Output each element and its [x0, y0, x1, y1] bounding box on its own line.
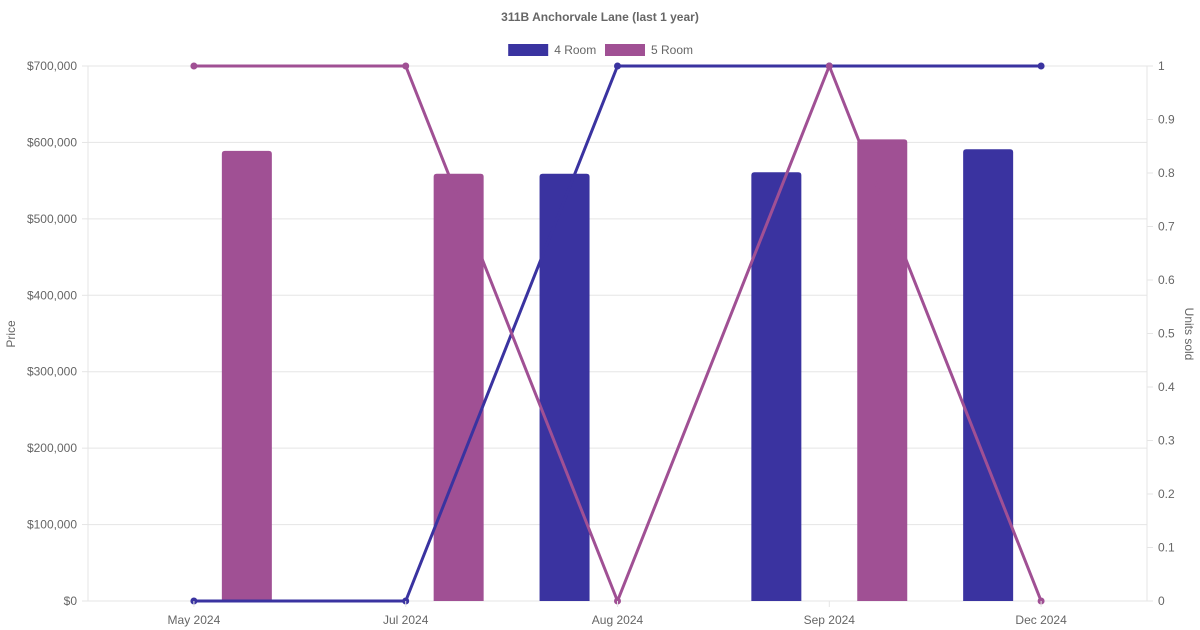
y-axis-right: 0 0.1 0.2 0.3 0.4 0.5 0.6 0.7 0.8 0.9 1 — [1158, 59, 1175, 608]
x-axis: May 2024 Jul 2024 Aug 2024 Sep 2024 Dec 2024 — [168, 601, 1067, 627]
y-left-tick-label: $500,000 — [27, 212, 77, 226]
line-point — [825, 62, 833, 70]
legend-swatch — [605, 44, 645, 56]
y-left-tick-label: $700,000 — [27, 59, 77, 73]
y-right-tick-label: 0.3 — [1158, 434, 1175, 448]
y-right-tick-label: 0.2 — [1158, 487, 1175, 501]
y-right-tick-label: 0.4 — [1158, 380, 1175, 394]
y-right-tick-label: 0.5 — [1158, 327, 1175, 341]
bar — [433, 173, 484, 601]
bars — [221, 139, 1014, 602]
bar — [963, 149, 1014, 602]
y-axis-right-title: Units sold — [1182, 308, 1196, 361]
y-left-tick-label: $600,000 — [27, 135, 77, 149]
bar — [539, 173, 590, 601]
x-tick-label: Aug 2024 — [592, 613, 644, 627]
line-point — [1037, 62, 1045, 70]
legend-swatch — [508, 44, 549, 56]
y-right-tick-label: 0.9 — [1158, 113, 1175, 127]
bar — [751, 172, 802, 601]
y-left-tick-label: $300,000 — [27, 365, 77, 379]
line-point — [402, 62, 410, 70]
y-right-tick-label: 0.6 — [1158, 273, 1175, 287]
legend-label: 4 Room — [554, 43, 596, 57]
y-left-tick-label: $200,000 — [27, 441, 77, 455]
lines — [190, 62, 1045, 605]
y-right-tick-label: 0.1 — [1158, 541, 1175, 555]
y-right-tick-label: 0.8 — [1158, 166, 1175, 180]
series-line — [193, 64, 1042, 603]
x-tick-label: Jul 2024 — [383, 613, 429, 627]
legend: 4 Room 5 Room — [508, 43, 693, 57]
x-tick-label: Dec 2024 — [1015, 613, 1067, 627]
y-left-tick-label: $0 — [64, 594, 78, 608]
legend-label: 5 Room — [651, 43, 693, 57]
bar — [221, 150, 272, 602]
y-right-tick-label: 1 — [1158, 59, 1165, 73]
bar — [857, 139, 908, 601]
line-point — [614, 62, 621, 70]
y-axis-left-title: Price — [4, 320, 18, 348]
series-line — [193, 64, 1043, 603]
y-left-tick-label: $400,000 — [27, 288, 77, 302]
x-tick-label: Sep 2024 — [804, 613, 856, 627]
y-axis-left: $0 $100,000 $200,000 $300,000 $400,000 $500,0… — [27, 59, 77, 608]
x-tick-label: May 2024 — [168, 613, 221, 627]
line-point — [190, 62, 198, 70]
y-right-tick-label: 0.7 — [1158, 220, 1175, 234]
chart-title: 311B Anchorvale Lane (last 1 year) — [501, 10, 699, 24]
y-right-tick-label: 0 — [1158, 594, 1165, 608]
y-left-tick-label: $100,000 — [27, 518, 77, 532]
